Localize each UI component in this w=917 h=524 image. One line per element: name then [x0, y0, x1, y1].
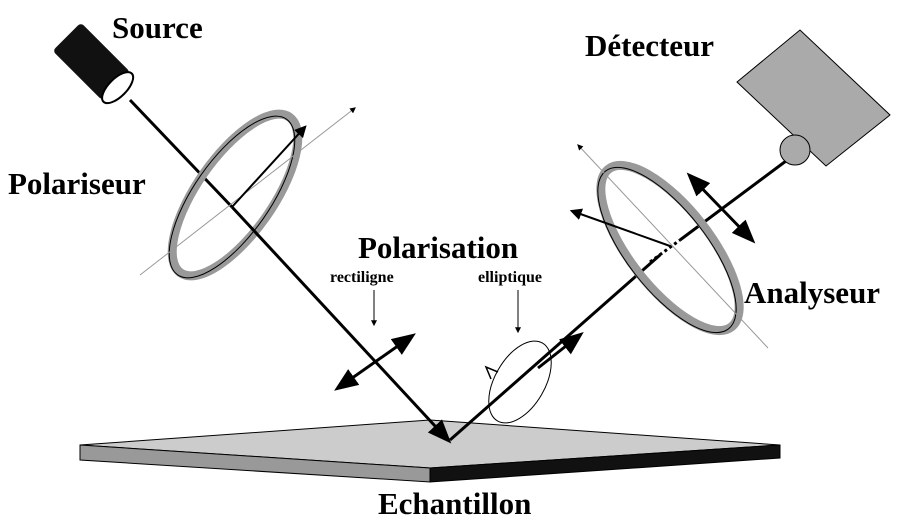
ellipse-polarisation: [484, 340, 552, 424]
label: rectiligne: [330, 269, 394, 286]
reflected-beam: [449, 253, 661, 442]
label: Analyseur: [744, 275, 880, 310]
reflected-beam: [679, 156, 791, 242]
label: Source: [112, 10, 203, 45]
label: elliptique: [478, 269, 542, 286]
analyzer: [569, 144, 769, 349]
polarisation-arrow: [334, 333, 416, 391]
source-lamp: [54, 24, 135, 105]
label: Polariseur: [8, 166, 146, 201]
sample-plate: [79, 419, 781, 483]
label: Polarisation: [358, 230, 518, 265]
detector: [736, 29, 891, 167]
label: Détecteur: [585, 28, 714, 63]
incident-beam: [128, 98, 234, 209]
incident-beam: [230, 205, 452, 444]
label: Echantillon: [378, 486, 531, 521]
polarizer: [139, 107, 356, 281]
polarisation-arrow: [686, 172, 756, 244]
reflected-beam: [537, 332, 584, 370]
